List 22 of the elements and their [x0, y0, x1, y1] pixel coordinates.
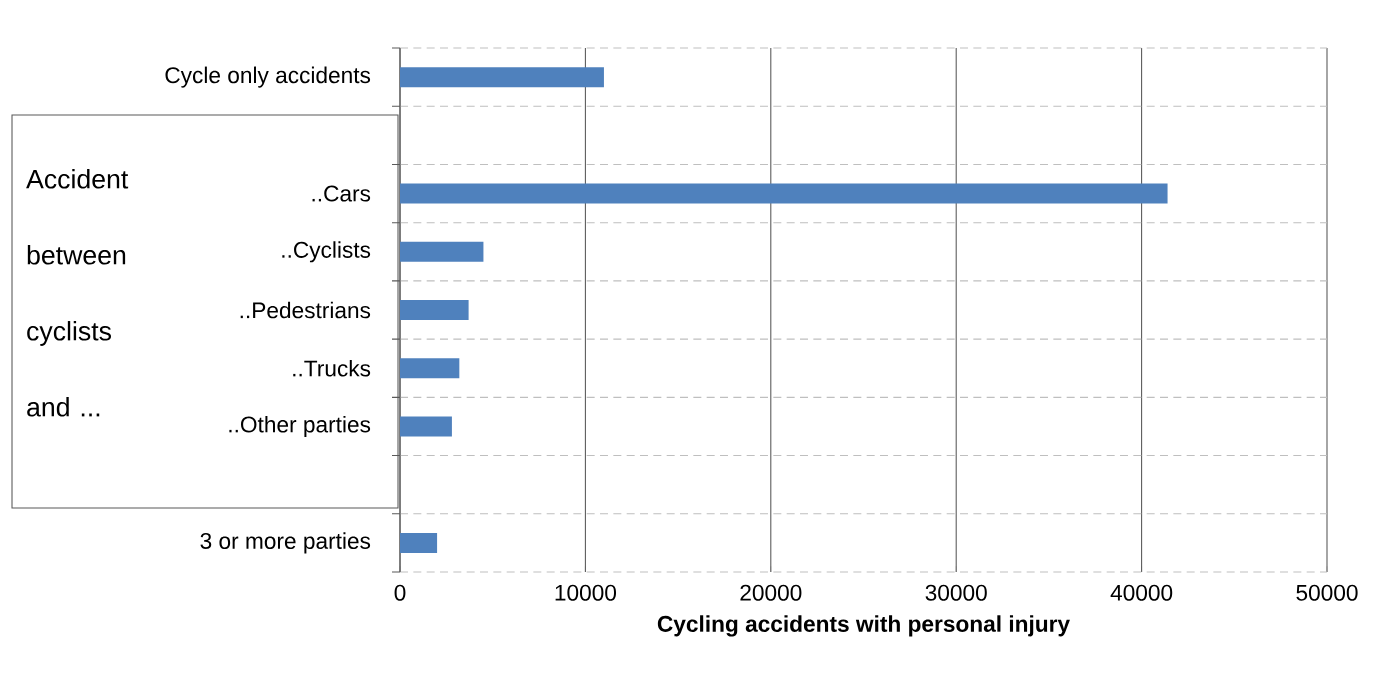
x-tick-label: 0	[394, 584, 406, 601]
bar	[400, 358, 460, 379]
x-tick-label: 30000	[925, 584, 987, 601]
x-tick-label: 50000	[1296, 584, 1358, 601]
x-tick-label: 10000	[555, 584, 617, 601]
y-tick-label: ..Trucks	[293, 359, 371, 377]
text: Accident between cyclists and ...	[26, 169, 129, 417]
bar	[400, 67, 604, 88]
bar	[400, 416, 452, 437]
bar	[400, 183, 1168, 204]
y-tick-label: ..Pedestrians	[240, 301, 371, 319]
y-tick-label: ..Cars	[312, 185, 371, 202]
bar	[400, 241, 484, 262]
bar	[400, 532, 438, 553]
y-tick-label: ..Cyclists	[282, 241, 371, 263]
bar	[400, 300, 469, 321]
x-tick-label: 40000	[1110, 584, 1173, 601]
y-tick-label: 3 or more parties	[200, 532, 371, 554]
x-axis-title: Cycling accidents with personal injury	[657, 615, 1070, 637]
x-tick-label: 20000	[740, 584, 802, 601]
y-tick-label: Cycle only accidents	[165, 66, 371, 88]
y-tick-label: ..Other parties	[229, 415, 371, 438]
